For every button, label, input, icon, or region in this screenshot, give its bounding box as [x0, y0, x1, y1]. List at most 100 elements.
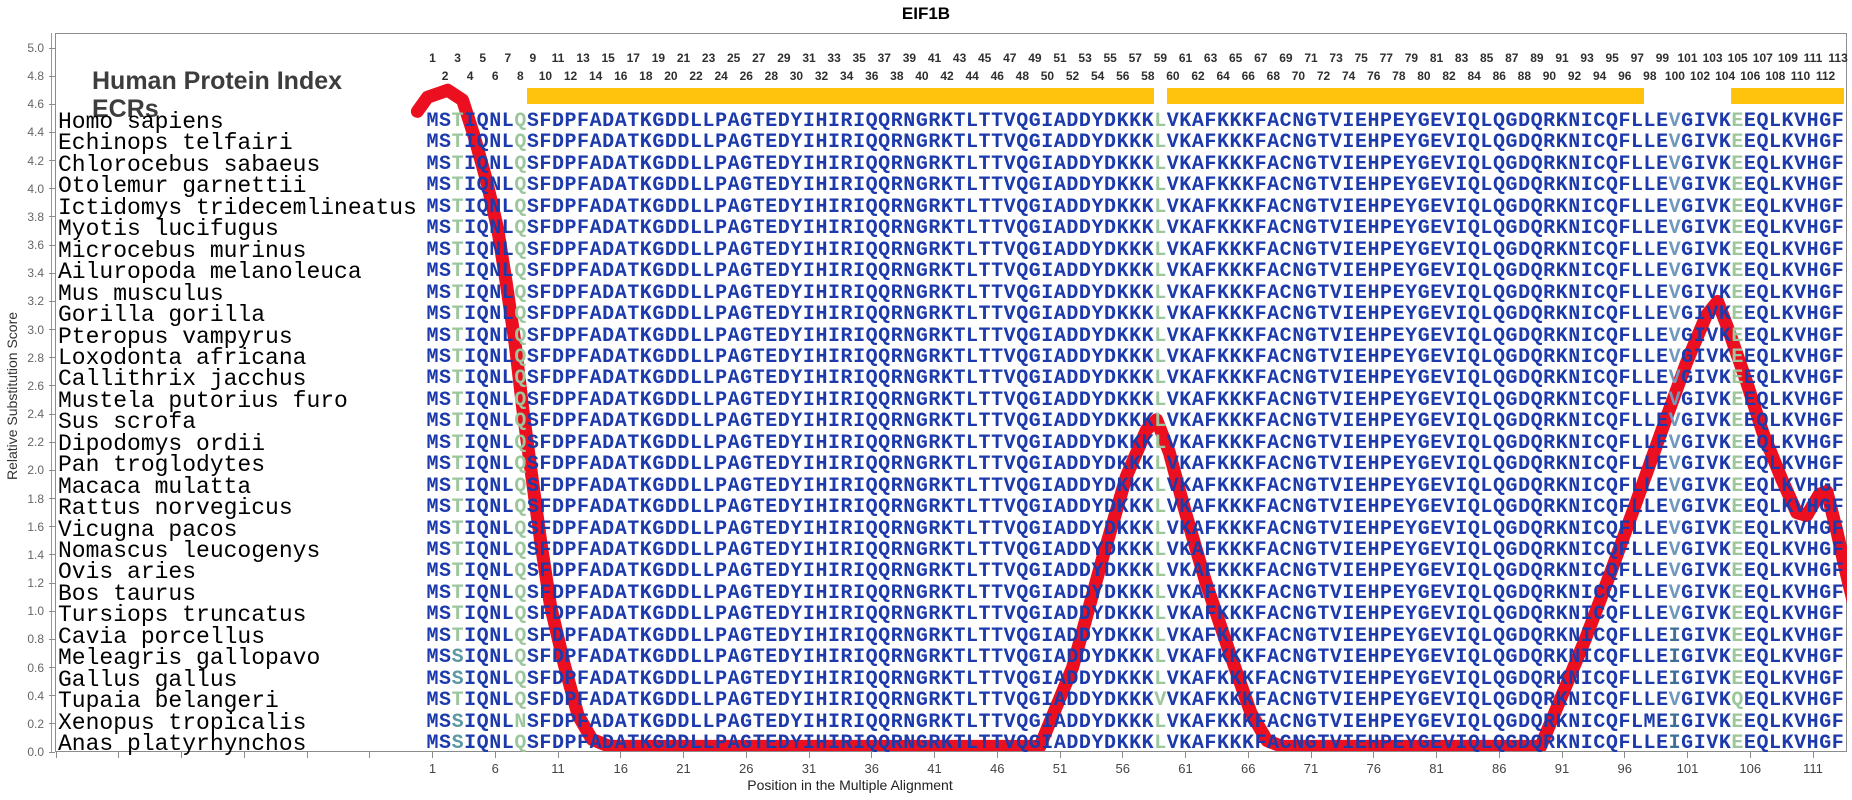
sequence-residue: E — [1354, 303, 1367, 327]
sequence-residue: P — [564, 152, 577, 176]
sequence-residue: I — [802, 517, 815, 541]
sequence-residue: H — [1806, 217, 1819, 241]
sequence-residue: G — [1505, 517, 1518, 541]
sequence-residue: Q — [1467, 388, 1480, 412]
sequence-residue: K — [1555, 217, 1568, 241]
sequence-residue: D — [1066, 174, 1079, 198]
sequence-residue: Q — [1467, 324, 1480, 348]
sequence-residue: F — [1831, 238, 1844, 262]
sequence-residue: I — [802, 539, 815, 562]
sequence-residue: D — [777, 496, 790, 520]
sequence-residue: N — [903, 624, 916, 648]
top-index-number: 110 — [1790, 69, 1811, 83]
sequence-residue: L — [1480, 431, 1493, 455]
sequence-residue: T — [627, 581, 640, 605]
sequence-residue: F — [1618, 388, 1631, 412]
sequence-residue: C — [1279, 367, 1292, 391]
sequence-residue: G — [1505, 195, 1518, 219]
sequence-residue: K — [1116, 732, 1129, 756]
sequence-residue: A — [1267, 195, 1280, 219]
sequence-residue: I — [1041, 217, 1054, 241]
sequence-residue: R — [928, 238, 941, 262]
sequence-residue: A — [1267, 260, 1280, 284]
sequence-residue: Q — [1467, 581, 1480, 605]
sequence-residue: I — [1342, 581, 1355, 605]
sequence-residue: N — [1292, 152, 1305, 176]
sequence-residue: R — [928, 624, 941, 648]
sequence-residue: V — [1794, 560, 1807, 584]
sequence-residue: L — [501, 624, 514, 648]
top-index-number: 10 — [538, 69, 553, 83]
sequence-residue: T — [953, 110, 966, 133]
sequence-residue: L — [966, 217, 979, 241]
sequence-residue: D — [551, 367, 564, 391]
sequence-residue: R — [840, 324, 853, 348]
y-tick-mark — [49, 216, 55, 218]
sequence-residue: D — [1078, 431, 1091, 455]
sequence-residue: Q — [1467, 474, 1480, 498]
sequence-residue: D — [664, 560, 677, 584]
sequence-residue: A — [727, 217, 740, 241]
sequence-residue: L — [1154, 560, 1167, 584]
x-tick-mark — [1059, 752, 1061, 758]
sequence-residue: V — [1003, 453, 1016, 477]
sequence-residue: K — [639, 303, 652, 327]
sequence-residue: Q — [878, 131, 891, 155]
sequence-residue: G — [1819, 431, 1832, 455]
sequence-residue: V — [1794, 238, 1807, 262]
sequence-residue: I — [853, 110, 866, 133]
sequence-residue: V — [1442, 217, 1455, 241]
sequence-residue: I — [853, 281, 866, 305]
sequence-residue: Q — [1492, 581, 1505, 605]
sequence-residue: K — [1141, 324, 1154, 348]
sequence-residue: Q — [514, 345, 527, 369]
sequence-residue: K — [1781, 345, 1794, 369]
sequence-residue: D — [1066, 581, 1079, 605]
sequence-residue: V — [1706, 517, 1719, 541]
sequence-residue: D — [1078, 624, 1091, 648]
sequence-residue: I — [1580, 431, 1593, 455]
sequence-residue: F — [1204, 174, 1217, 198]
sequence-residue: E — [1743, 174, 1756, 198]
sequence-residue: T — [978, 388, 991, 412]
sequence-residue: G — [915, 453, 928, 477]
sequence-residue: N — [1292, 496, 1305, 520]
sequence-residue: R — [840, 689, 853, 713]
sequence-residue: V — [1794, 496, 1807, 520]
sequence-residue: V — [1794, 388, 1807, 412]
sequence-residue: N — [903, 496, 916, 520]
sequence-residue: K — [1216, 110, 1229, 133]
sequence-residue: Y — [1091, 131, 1104, 155]
sequence-residue: T — [1317, 410, 1330, 434]
sequence-residue: T — [752, 539, 765, 562]
sequence-residue: E — [1656, 388, 1669, 412]
sequence-residue: D — [1066, 453, 1079, 477]
sequence-residue: P — [715, 324, 728, 348]
sequence-residue: E — [1731, 431, 1744, 455]
sequence-residue: L — [1769, 431, 1782, 455]
sequence-residue: L — [1769, 238, 1782, 262]
sequence-residue: E — [765, 496, 778, 520]
sequence-residue: A — [1191, 474, 1204, 498]
sequence-residue: T — [953, 195, 966, 219]
sequence-residue: Q — [1605, 539, 1618, 562]
sequence-residue: K — [1179, 174, 1192, 198]
sequence-residue: V — [1166, 732, 1179, 756]
sequence-residue: I — [853, 581, 866, 605]
sequence-residue: G — [1681, 474, 1694, 498]
sequence-residue: T — [953, 474, 966, 498]
sequence-residue: C — [1593, 345, 1606, 369]
sequence-residue: L — [1630, 152, 1643, 176]
sequence-residue: A — [727, 174, 740, 198]
sequence-residue: Q — [1016, 110, 1029, 133]
sequence-residue: L — [702, 410, 715, 434]
sequence-residue: A — [1053, 496, 1066, 520]
sequence-residue: E — [1392, 603, 1405, 627]
top-index-number: 84 — [1467, 69, 1481, 83]
sequence-residue: D — [677, 131, 690, 155]
sequence-residue: I — [1455, 303, 1468, 327]
sequence-residue: H — [1806, 281, 1819, 305]
sequence-residue: T — [752, 281, 765, 305]
sequence-residue: P — [1380, 581, 1393, 605]
sequence-residue: K — [1242, 152, 1255, 176]
